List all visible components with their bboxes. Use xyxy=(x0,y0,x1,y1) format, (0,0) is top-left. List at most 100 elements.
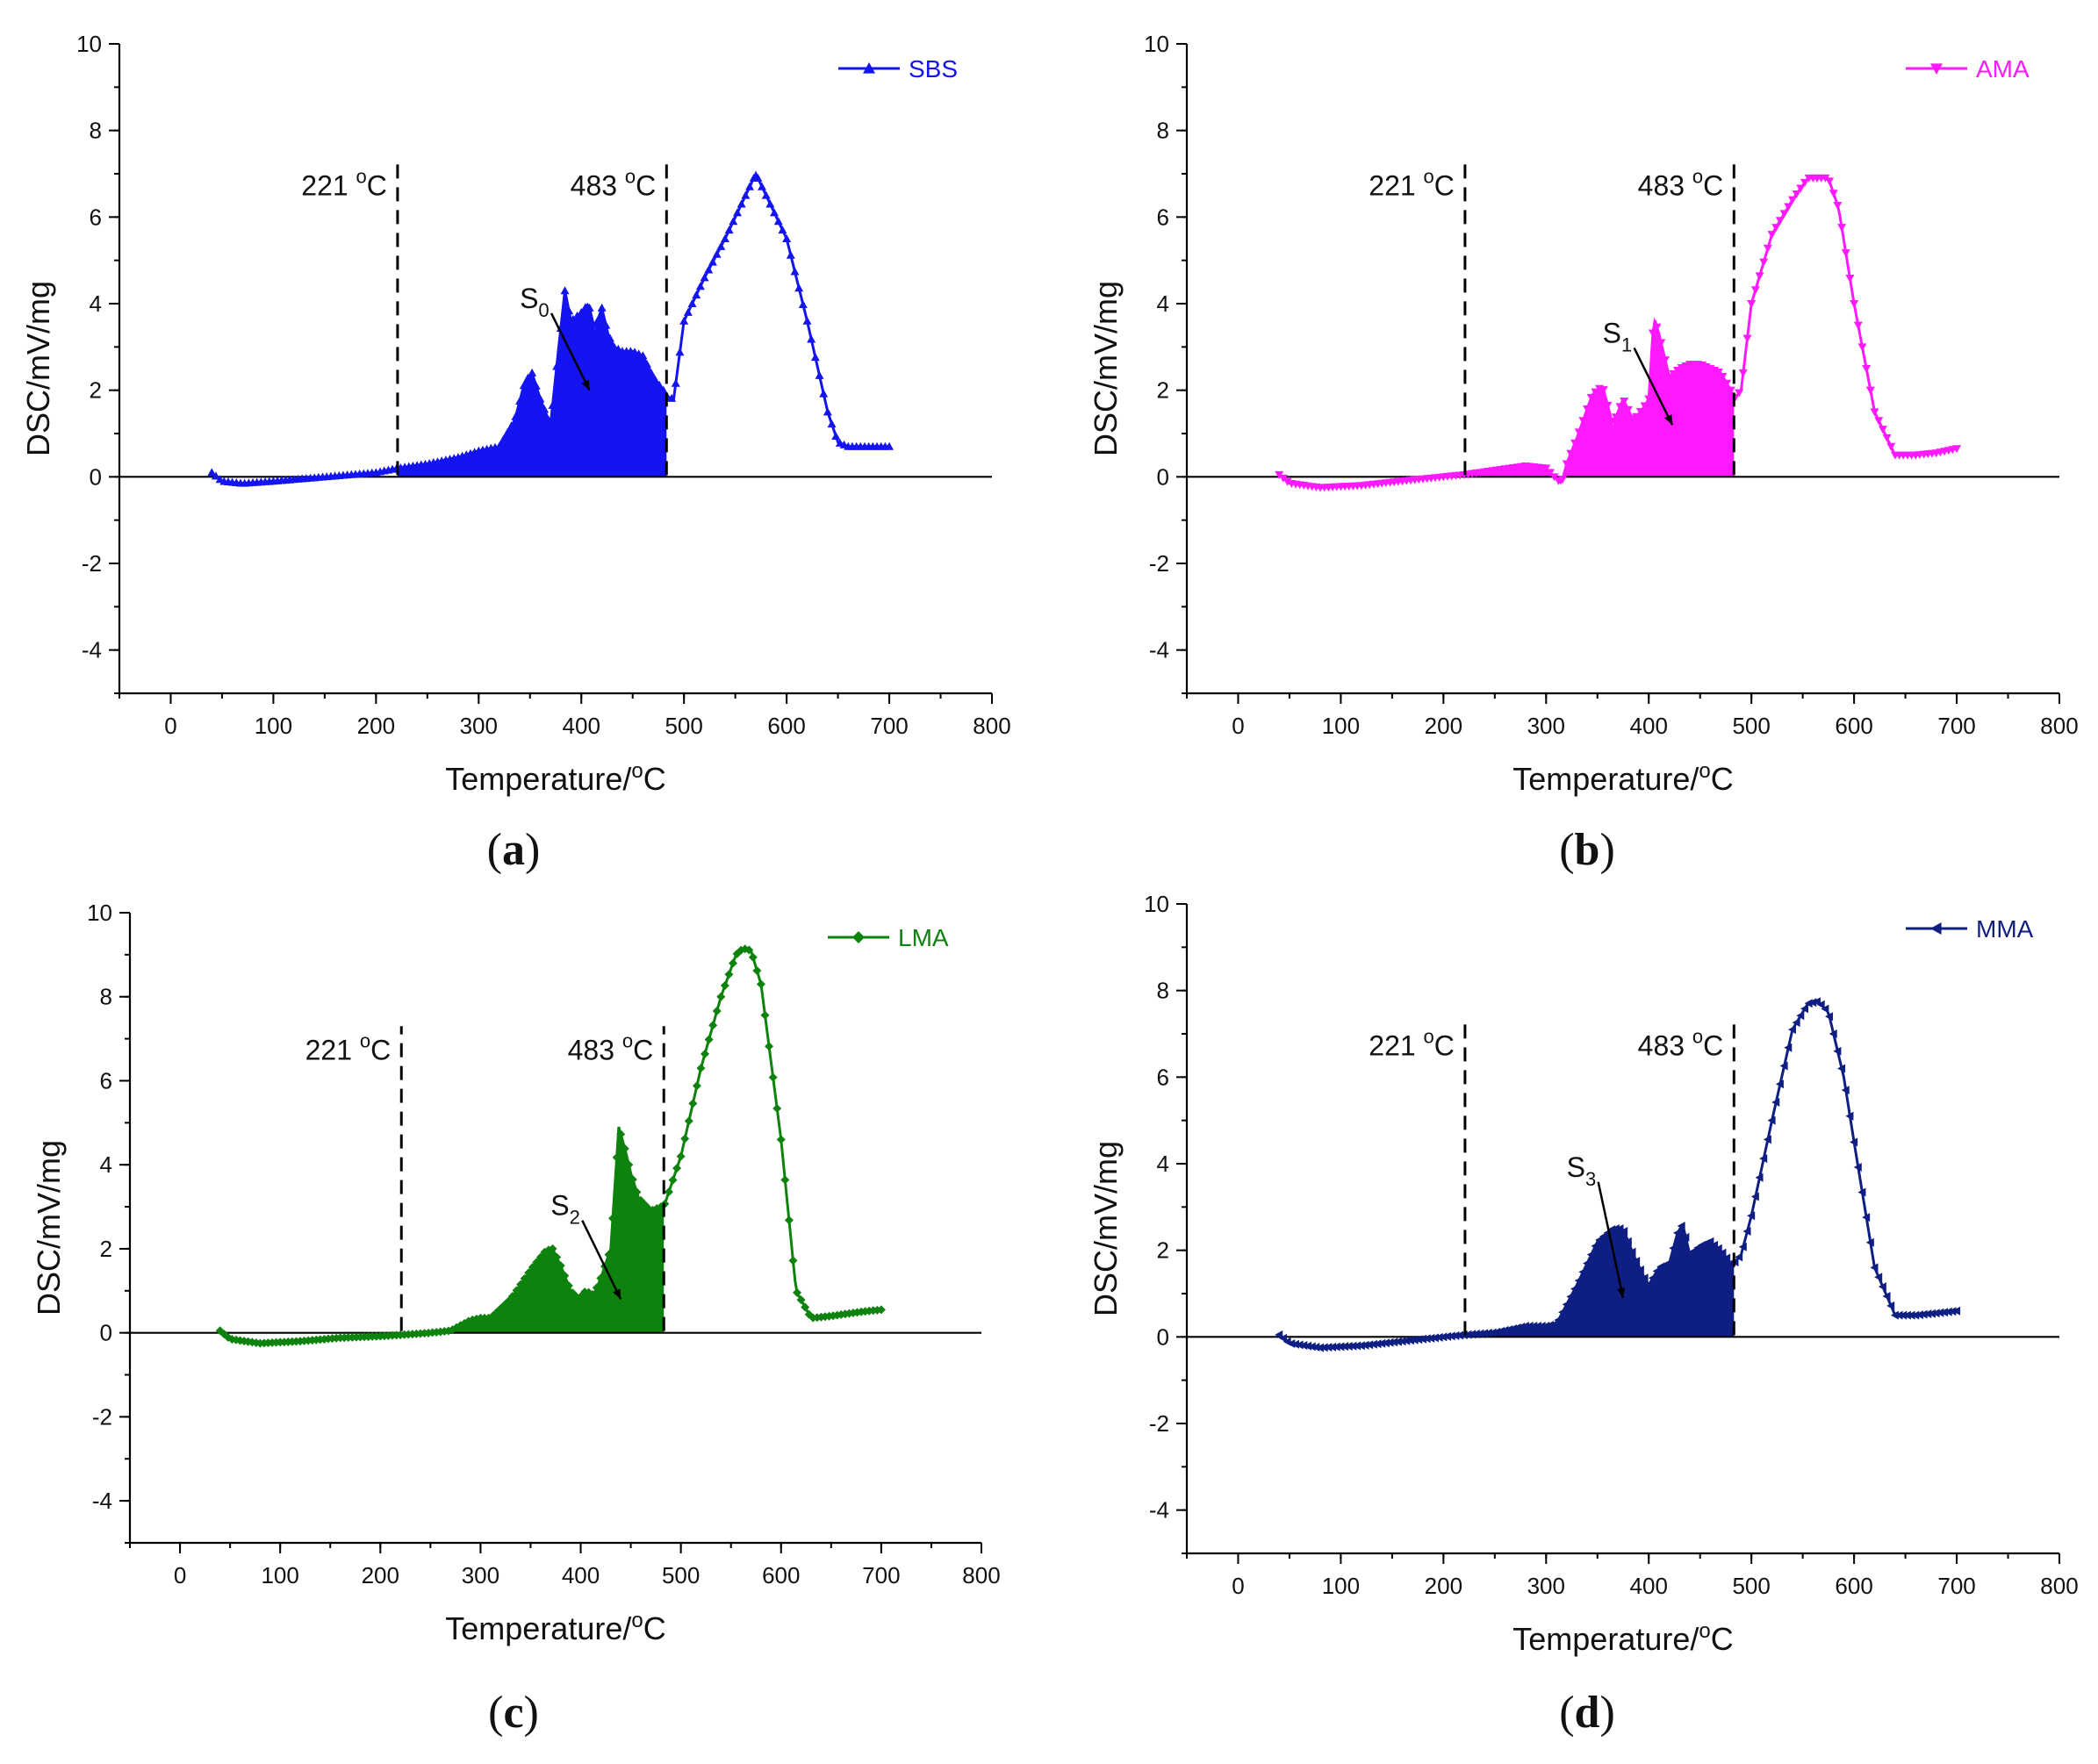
data-point xyxy=(499,434,508,443)
data-point xyxy=(1558,1308,1567,1317)
annotation-483: 483 oC xyxy=(571,166,657,202)
data-point xyxy=(1426,1333,1435,1343)
data-point xyxy=(1829,1029,1837,1038)
y-tick-label: 4 xyxy=(100,1151,112,1178)
data-point xyxy=(1747,300,1757,308)
data-point xyxy=(1886,1301,1895,1310)
y-tick-label: 2 xyxy=(90,377,102,404)
data-point xyxy=(556,1261,565,1271)
data-point xyxy=(1771,224,1781,233)
x-tick-label: 600 xyxy=(1835,1573,1872,1599)
data-point xyxy=(1718,372,1728,381)
data-point xyxy=(782,234,792,242)
data-point xyxy=(1562,1300,1570,1309)
data-point xyxy=(1796,184,1806,193)
data-point xyxy=(1808,998,1817,1007)
y-tick-label: 2 xyxy=(1157,1237,1169,1264)
data-point xyxy=(638,351,648,360)
data-point xyxy=(1759,1154,1768,1164)
data-point xyxy=(765,199,775,208)
data-point xyxy=(576,1292,586,1301)
series-markers xyxy=(1275,997,1961,1352)
y-tick-label: -2 xyxy=(1149,550,1169,577)
data-point xyxy=(528,1262,537,1272)
data-point xyxy=(1944,1307,1952,1316)
data-point xyxy=(1759,258,1769,267)
data-point xyxy=(1500,1325,1509,1335)
y-tick-label: 6 xyxy=(90,204,102,230)
y-tick-label: 2 xyxy=(100,1236,112,1262)
data-point xyxy=(1911,1310,1920,1320)
data-point xyxy=(524,1268,534,1278)
y-tick-label: 10 xyxy=(87,900,112,926)
data-point xyxy=(632,1187,642,1197)
data-point xyxy=(827,419,837,428)
y-tick-label: 8 xyxy=(1157,118,1169,144)
data-point xyxy=(1484,1328,1492,1337)
data-point xyxy=(1763,1135,1771,1144)
x-tick-label: 200 xyxy=(1425,713,1462,739)
x-tick-label: 100 xyxy=(261,1562,298,1588)
data-point xyxy=(516,1280,526,1289)
data-point xyxy=(704,1035,714,1044)
data-point xyxy=(672,1164,682,1173)
data-point xyxy=(1332,1342,1340,1352)
area-label: S3 xyxy=(1567,1151,1597,1190)
annotation-221: 221 oC xyxy=(1369,166,1455,202)
data-point xyxy=(504,1296,514,1306)
data-point xyxy=(1529,1322,1538,1330)
data-point xyxy=(658,385,668,394)
data-point xyxy=(588,1289,598,1299)
data-point xyxy=(1837,224,1847,233)
data-point xyxy=(1640,402,1649,411)
data-point xyxy=(1476,1329,1484,1338)
data-point xyxy=(1882,434,1892,442)
data-point xyxy=(760,1010,770,1020)
y-axis-title: DSC/mV/mg xyxy=(1088,281,1124,456)
data-point xyxy=(798,299,808,308)
data-point xyxy=(616,1129,626,1139)
panel-label: (d) xyxy=(1559,1688,1615,1738)
x-tick-label: 400 xyxy=(562,1562,600,1588)
data-point xyxy=(708,1021,718,1030)
x-tick-label: 300 xyxy=(1527,1573,1565,1599)
data-point xyxy=(688,1099,698,1108)
data-point xyxy=(564,1281,573,1291)
data-point xyxy=(1853,1162,1862,1172)
panel-label: (c) xyxy=(488,1688,539,1738)
x-tick-label: 0 xyxy=(1232,713,1244,739)
x-tick-label: 200 xyxy=(357,713,395,739)
data-point xyxy=(712,1007,722,1016)
data-point xyxy=(1796,1011,1805,1021)
data-point xyxy=(1865,1237,1874,1247)
data-point xyxy=(1677,1222,1685,1231)
x-tick-label: 500 xyxy=(1732,1573,1770,1599)
data-point xyxy=(1480,1329,1489,1338)
annotation-221: 221 oC xyxy=(305,1030,392,1066)
y-tick-label: 0 xyxy=(1157,1323,1169,1350)
data-point xyxy=(1833,202,1843,211)
data-point xyxy=(704,265,714,274)
data-point xyxy=(1512,1323,1521,1332)
data-point xyxy=(1787,1025,1796,1035)
data-point xyxy=(1505,1324,1513,1334)
data-point xyxy=(1414,1335,1423,1345)
x-tick-label: 600 xyxy=(767,713,805,739)
x-tick-label: 800 xyxy=(2040,1573,2078,1599)
legend-label: SBS xyxy=(909,55,958,82)
data-point xyxy=(1779,1061,1788,1071)
data-point xyxy=(1361,1340,1369,1350)
data-point xyxy=(1689,1246,1698,1256)
data-point xyxy=(1915,1310,1923,1320)
data-point xyxy=(728,958,737,968)
data-point xyxy=(601,320,611,329)
panel-label: (a) xyxy=(487,825,541,875)
data-point xyxy=(1714,368,1723,376)
data-point xyxy=(810,353,820,362)
data-point xyxy=(773,217,783,226)
data-point xyxy=(1418,1334,1426,1344)
data-point xyxy=(655,380,665,389)
data-point xyxy=(1931,1309,1940,1318)
data-point xyxy=(507,1292,517,1301)
data-point xyxy=(207,468,217,477)
